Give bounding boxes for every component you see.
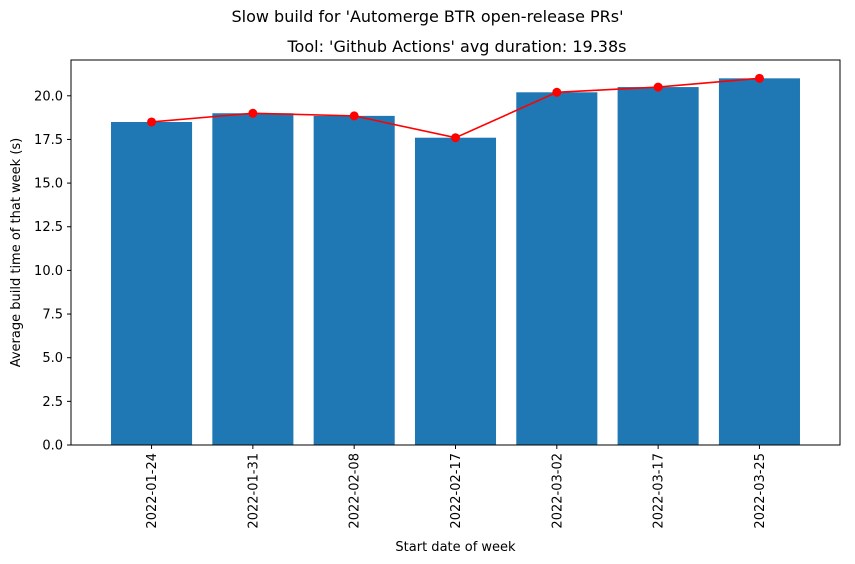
trend-point-2022-03-25 [754,73,764,83]
trend-line-group [147,73,764,143]
x-tick-label: 2022-03-17 [652,453,667,529]
y-tick-label: 5.0 [42,351,63,366]
x-tick-label: 2022-01-24 [145,453,160,529]
x-tick-label: 2022-01-31 [246,453,261,529]
plot-frame [70,59,841,446]
y-tick-label: 2.5 [42,395,63,410]
x-axis-label: Start date of week [395,540,516,555]
trend-point-2022-02-17 [451,133,460,143]
bar-2022-03-17 [617,87,699,446]
y-axis: 0.0 2.5 5.0 7.5 10.0 12.5 15.0 17.5 20.0 [34,89,71,454]
trend-point-2022-01-24 [147,117,157,127]
x-axis: 2022-01-24 2022-01-31 2022-02-08 2022-02-17… [145,445,768,529]
trend-point-2022-03-17 [653,82,663,92]
trend-point-2022-01-31 [248,108,258,118]
x-tick-label: 2022-02-08 [348,453,363,529]
bar-2022-02-08 [313,115,395,445]
trend-point-2022-03-02 [552,87,562,97]
y-tick-label: 7.5 [42,308,63,323]
x-tick-label: 2022-02-17 [449,453,464,529]
bars-group [111,78,800,446]
y-tick-label: 12.5 [34,220,63,235]
x-tick-label: 2022-03-25 [753,453,768,529]
y-axis-label: Average build time of that week (s) [9,138,24,368]
y-tick-label: 0.0 [42,439,63,454]
bar-2022-01-31 [212,113,294,445]
y-tick-label: 15.0 [34,177,63,192]
bar-2022-03-25 [718,78,800,445]
bar-2022-02-17 [414,137,497,445]
y-tick-label: 10.0 [34,264,63,279]
chart-title: Tool: 'Github Actions' avg duration: 19.… [287,37,627,56]
figure-suptitle: Slow build for 'Automerge BTR open-relea… [231,7,624,26]
bar-2022-03-02 [516,92,598,446]
trend-point-2022-02-08 [349,111,359,121]
y-tick-label: 17.5 [34,133,63,148]
bar-2022-01-24 [111,121,193,445]
y-tick-label: 20.0 [34,89,63,104]
x-tick-label: 2022-03-02 [550,453,565,529]
